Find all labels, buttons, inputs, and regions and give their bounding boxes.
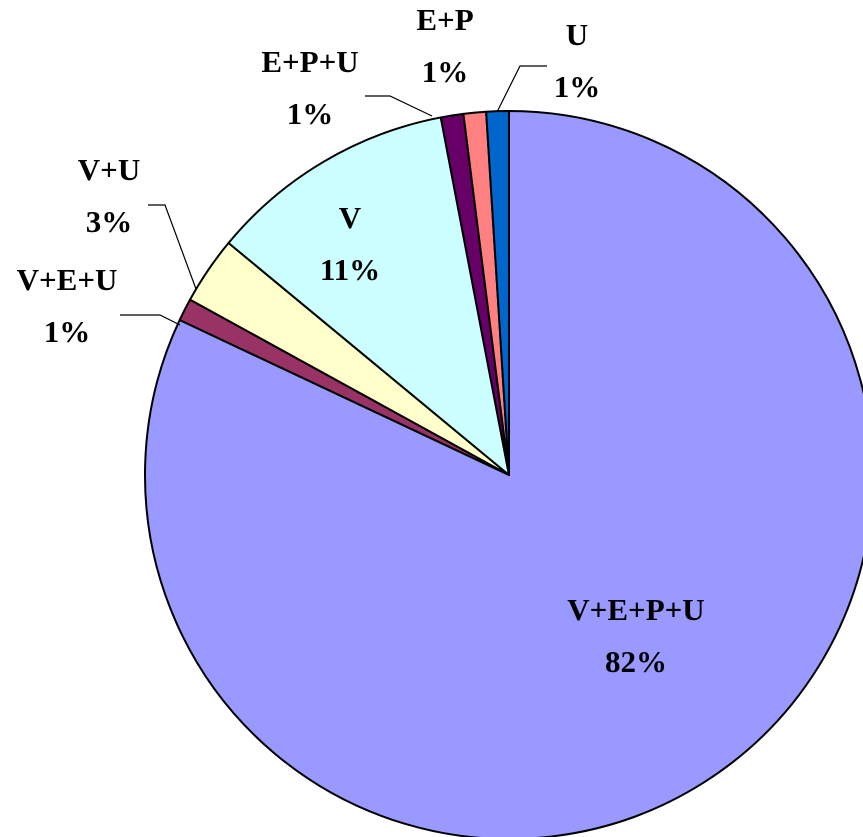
slice-label-name: E+P+U	[261, 44, 358, 79]
slice-label-percent: 11%	[320, 252, 380, 287]
pie-slice-v-e-p-u	[144, 110, 863, 837]
labels-layer: V+E+P+U 82% V+E+U 1% V+U 3% V 11% E+P+U 1% E+P 1% U 1…	[17, 2, 705, 679]
leader-line-v-e-u	[120, 314, 181, 326]
leader-line-e-p-u	[365, 95, 433, 117]
slice-label-name: E+P	[416, 2, 473, 37]
slice-label-percent: 1%	[44, 314, 91, 349]
slice-label-name: V+E+P+U	[567, 592, 704, 627]
slice-label-name: U	[566, 17, 588, 52]
slice-label-percent: 3%	[86, 204, 133, 239]
slice-label-percent: 1%	[554, 69, 601, 104]
pie-slice-v	[227, 116, 510, 476]
slices-layer	[144, 110, 863, 837]
slice-label-name: V+U	[78, 152, 140, 187]
slice-label-percent: 82%	[605, 644, 667, 679]
slice-label-percent: 1%	[422, 54, 469, 89]
slice-label-name: V	[339, 200, 362, 235]
leader-line-u	[496, 65, 547, 113]
leader-line-v-u	[148, 204, 197, 290]
leader-lines-layer	[120, 65, 547, 326]
slice-label-percent: 1%	[287, 96, 334, 131]
slice-label-name: V+E+U	[17, 262, 118, 297]
